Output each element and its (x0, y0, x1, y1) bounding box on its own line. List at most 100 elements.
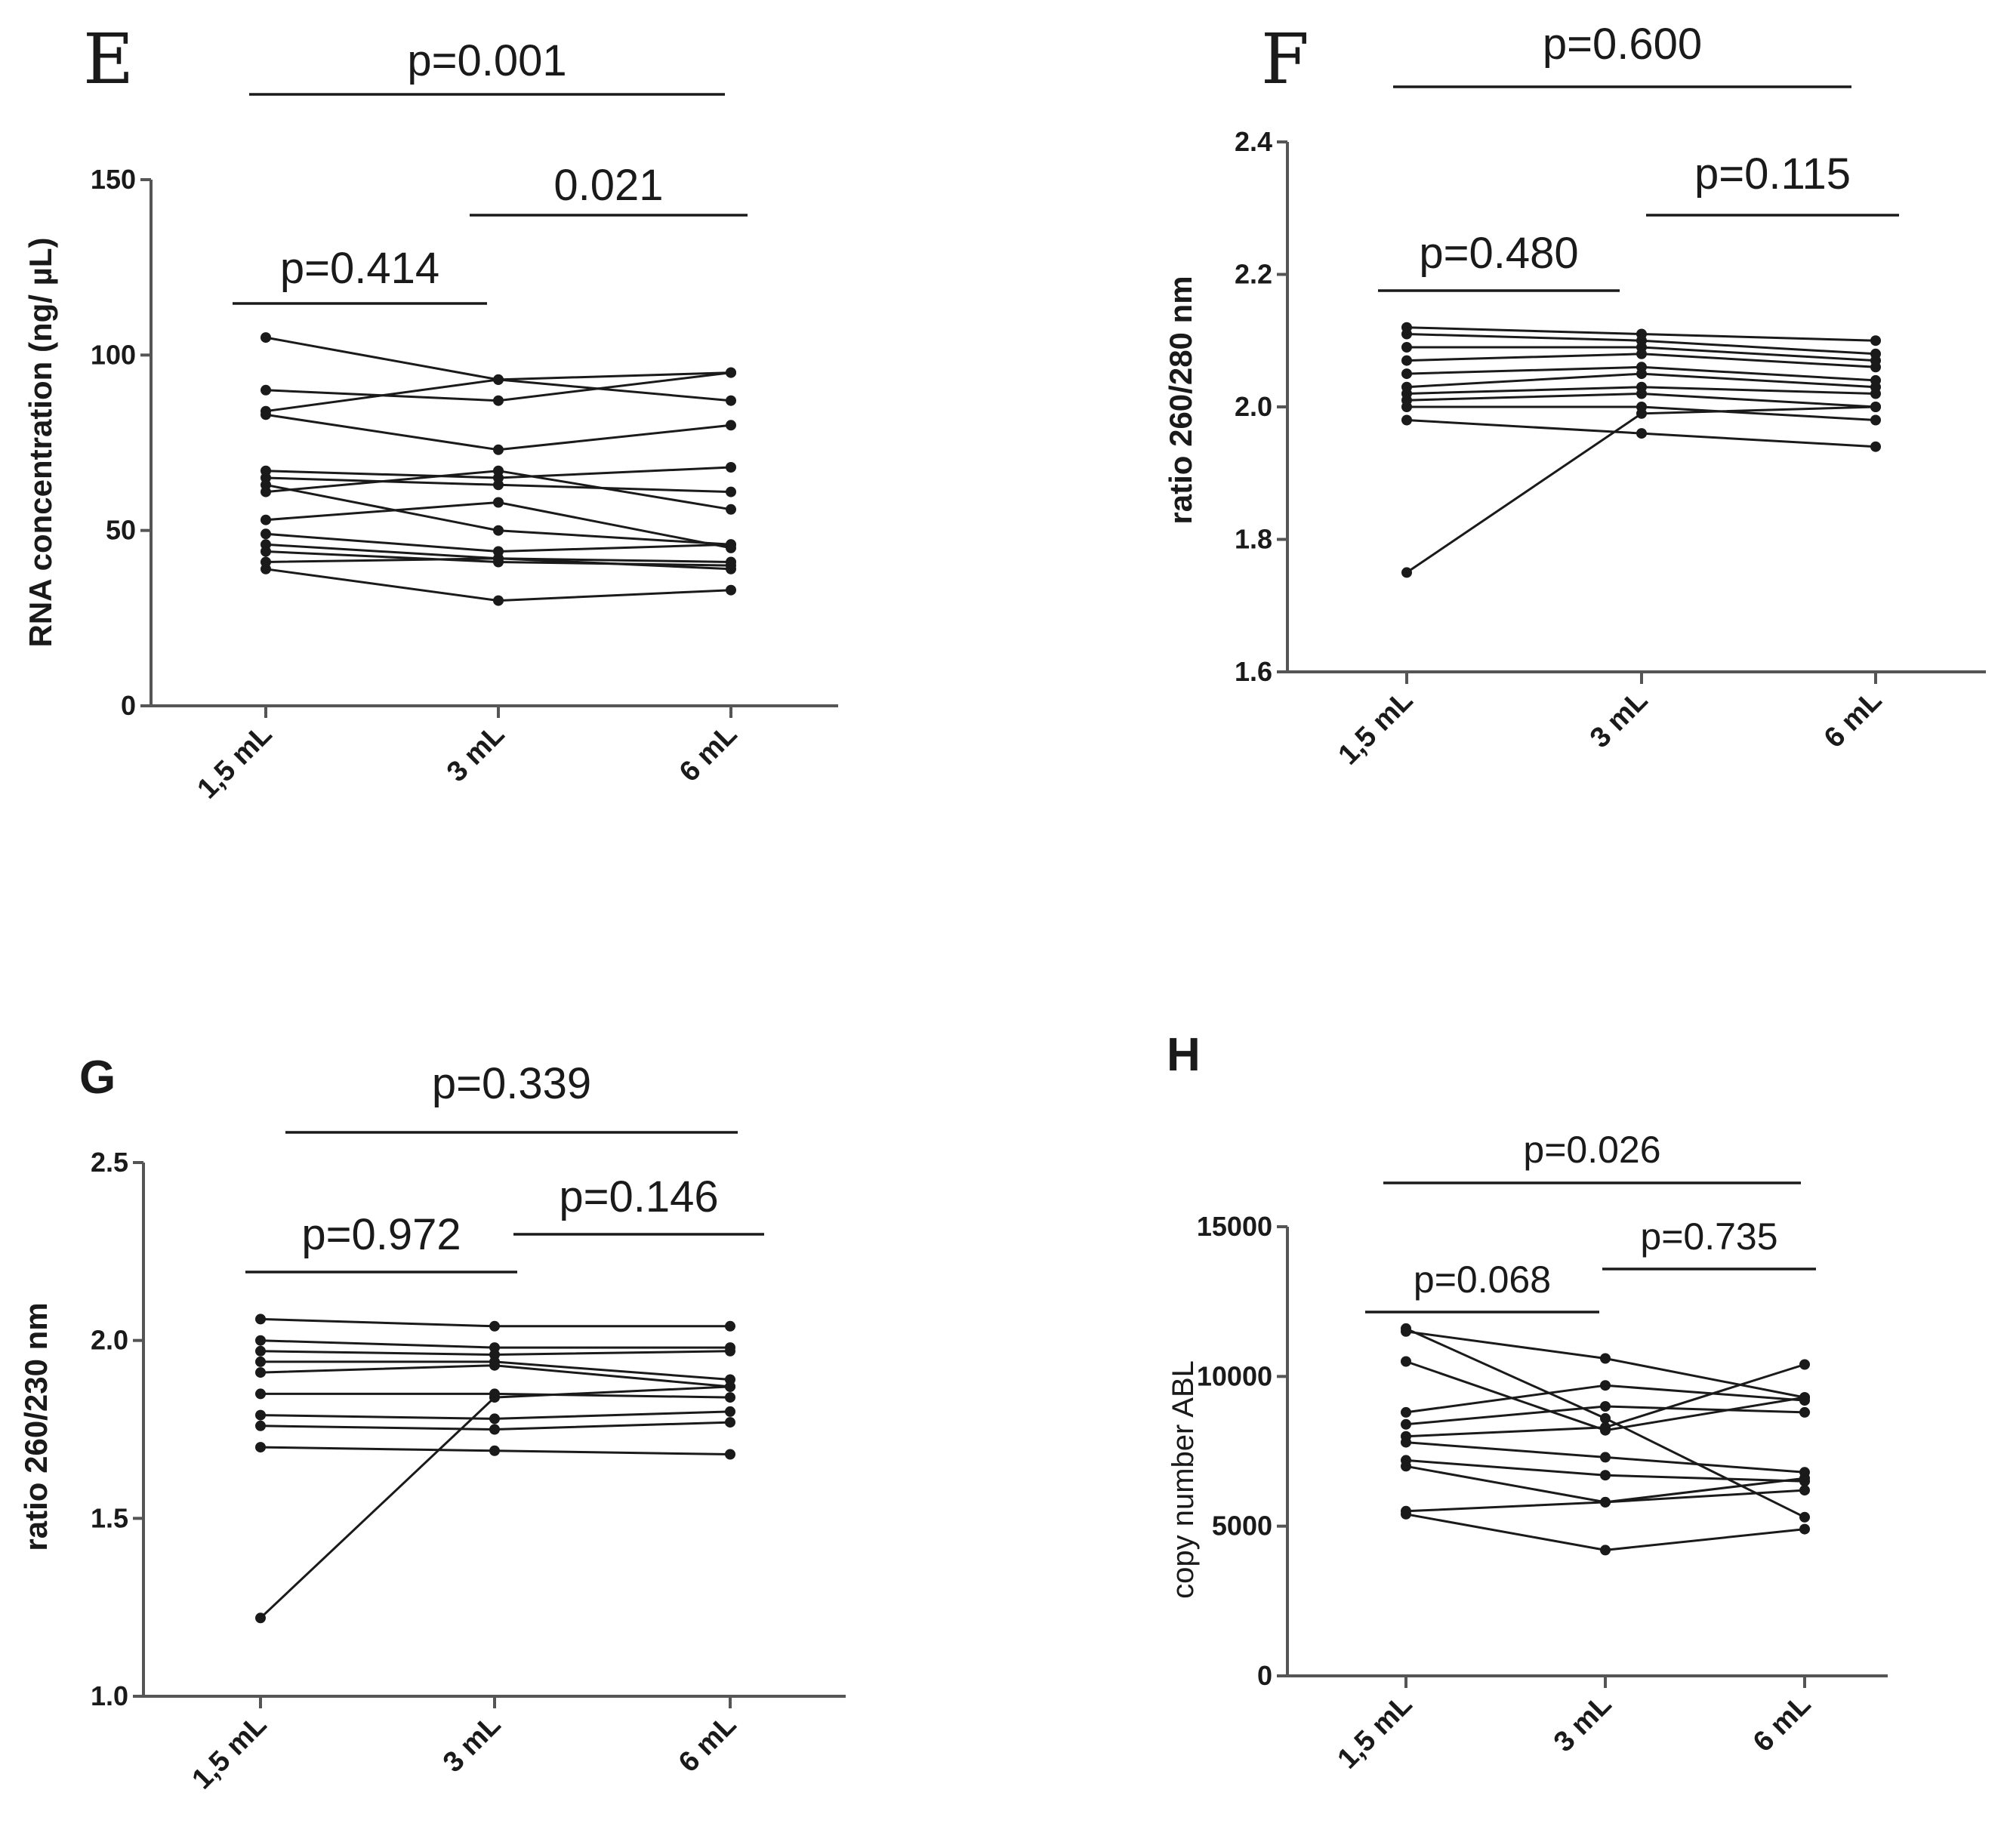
data-point (1401, 1326, 1411, 1337)
p-value-label: p=0.001 (407, 36, 566, 85)
data-point (261, 514, 271, 525)
data-point (1870, 402, 1881, 412)
data-point (1401, 342, 1412, 353)
data-point (1799, 1511, 1810, 1523)
data-point (1401, 567, 1412, 578)
y-tick-label: 5000 (1212, 1511, 1272, 1542)
x-tick-label: 6 mL (1747, 1689, 1817, 1758)
data-point (1870, 335, 1881, 346)
data-point (489, 1445, 500, 1456)
data-point (726, 420, 736, 431)
data-point (1600, 1545, 1611, 1556)
data-point (489, 1424, 500, 1435)
data-point (493, 553, 504, 564)
data-point (489, 1392, 500, 1403)
data-point (1636, 428, 1647, 439)
y-axis-label: ratio 260/230 nm (18, 1302, 54, 1551)
data-point (255, 1409, 266, 1421)
x-tick-label: 1,5 mL (1332, 1689, 1419, 1776)
data-point (1799, 1359, 1810, 1370)
data-point (1636, 408, 1647, 419)
data-point (261, 528, 271, 540)
x-tick-label: 6 mL (674, 719, 743, 788)
p-value-label: p=0.414 (280, 244, 439, 293)
y-tick-label: 1.8 (1235, 524, 1272, 555)
x-tick-label: 3 mL (437, 1709, 507, 1779)
data-point (261, 563, 271, 574)
series-line (265, 336, 732, 381)
data-point (1799, 1485, 1810, 1496)
panel-h: 0 5000 10000 15000 1,5 mL 3 mL 6 mL copy number… (1167, 1129, 1888, 1775)
data-point (1799, 1406, 1810, 1418)
data-point (261, 384, 271, 396)
y-tick-label: 2.2 (1235, 259, 1272, 290)
data-point (726, 462, 736, 473)
data-point (1799, 1473, 1810, 1484)
data-point (493, 395, 504, 406)
data-point (725, 1392, 735, 1403)
data-point (255, 1314, 266, 1325)
p-value-label: p=0.026 (1523, 1129, 1660, 1171)
panel-letter-e: E (83, 19, 134, 100)
data-point (726, 584, 736, 596)
p-value-label: p=0.972 (301, 1210, 461, 1259)
x-tick-label: 1,5 mL (1333, 685, 1420, 772)
data-point (1870, 414, 1881, 426)
p-value-label: p=0.115 (1694, 149, 1851, 199)
data-point (255, 1612, 266, 1624)
data-point (493, 479, 504, 491)
data-point (1636, 348, 1647, 359)
y-tick-label: 2.0 (1235, 391, 1272, 422)
data-point (493, 595, 504, 606)
data-point (1600, 1421, 1611, 1433)
data-point (726, 486, 736, 497)
data-point (1600, 1452, 1611, 1463)
data-point (261, 486, 271, 497)
data-point (261, 546, 271, 557)
y-tick-label: 100 (91, 339, 136, 370)
data-point (489, 1320, 500, 1332)
data-point (493, 497, 504, 508)
data-point (726, 395, 736, 406)
x-tick-label: 6 mL (1818, 685, 1888, 754)
chart-panels: 0 50 100 150 1,5 mL 3 mL 6 mL RNA concentration… (18, 20, 1986, 1795)
data-point (255, 1356, 266, 1367)
data-point (1636, 368, 1647, 380)
data-point (726, 504, 736, 515)
data-point (726, 367, 736, 378)
p-value-label: p=0.735 (1640, 1215, 1777, 1258)
y-axis-label: copy number ABL (1167, 1360, 1200, 1599)
data-point (255, 1388, 266, 1400)
data-point (1870, 362, 1881, 373)
data-point (1401, 355, 1412, 366)
data-point (1401, 1406, 1411, 1418)
p-value-label: p=0.068 (1414, 1258, 1551, 1301)
x-tick-label: 1,5 mL (192, 719, 279, 805)
data-point (1401, 1461, 1411, 1472)
y-tick-label: 0 (121, 690, 136, 721)
panel-e: 0 50 100 150 1,5 mL 3 mL 6 mL RNA concentration… (23, 36, 838, 805)
data-point (1600, 1470, 1611, 1481)
data-point (726, 539, 736, 550)
data-point (725, 1449, 735, 1460)
data-point (1401, 368, 1412, 380)
data-point (1401, 1437, 1411, 1448)
p-value-label: p=0.339 (432, 1059, 591, 1108)
data-point (1870, 441, 1881, 452)
data-point (493, 525, 504, 536)
y-tick-label: 1.0 (91, 1680, 128, 1711)
data-point (1600, 1380, 1611, 1391)
y-tick-label: 1.5 (91, 1502, 128, 1533)
data-point (255, 1345, 266, 1357)
data-point (1799, 1523, 1810, 1535)
x-tick-label: 3 mL (1548, 1689, 1617, 1758)
data-point (1401, 402, 1412, 412)
y-tick-label: 0 (1257, 1660, 1272, 1691)
data-point (1600, 1496, 1611, 1508)
data-point (725, 1417, 735, 1428)
data-point (255, 1442, 266, 1453)
series-line (1405, 1513, 1805, 1551)
data-point (1600, 1412, 1611, 1424)
y-axis-label: RNA concentration (ng/ µL) (23, 238, 58, 648)
